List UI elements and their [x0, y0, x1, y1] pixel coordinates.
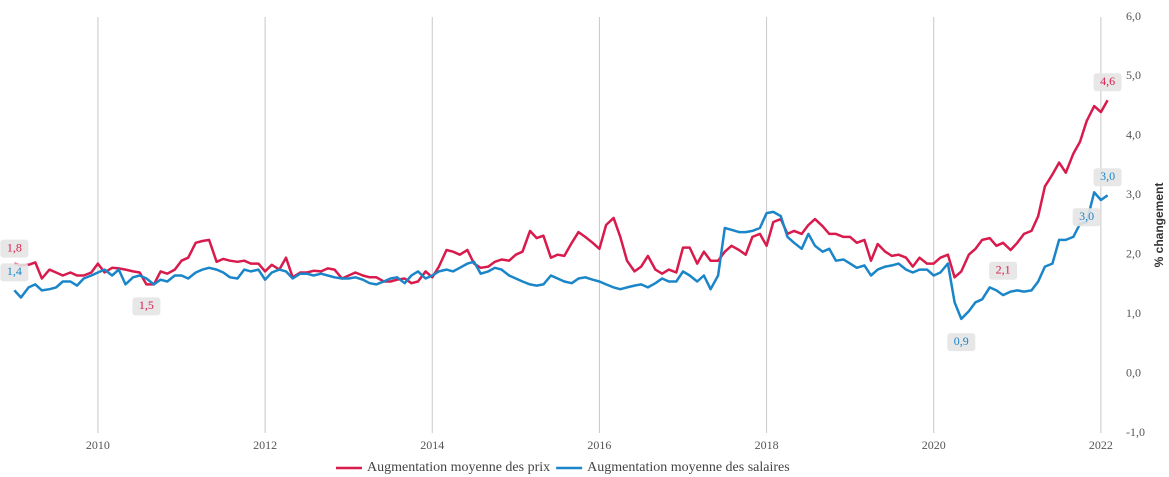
- data-label: 0,9: [947, 333, 976, 352]
- data-label-box: [1093, 73, 1122, 92]
- y-tick-label: 0,0: [1126, 365, 1141, 379]
- data-label: 1,4: [0, 263, 29, 282]
- series-line: [13, 191, 1109, 321]
- data-label-text: 3,0: [1079, 209, 1094, 223]
- data-label-box: [1093, 168, 1122, 187]
- data-label: 1,5: [132, 297, 161, 316]
- x-tick-label: 2010: [86, 438, 110, 452]
- legend-label: Augmentation moyenne des salaires: [587, 460, 790, 475]
- data-label-text: 1,8: [7, 240, 22, 254]
- data-label-box: [132, 297, 161, 316]
- data-label-box: [0, 263, 29, 282]
- x-tick-label: 2016: [587, 438, 611, 452]
- series-line: [14, 99, 1109, 286]
- y-tick-label: -1,0: [1126, 425, 1145, 439]
- data-label-box: [1072, 208, 1101, 227]
- y-tick-label: 2,0: [1126, 246, 1141, 260]
- x-tick-label: 2014: [420, 438, 444, 452]
- data-label-text: 1,4: [7, 264, 22, 278]
- data-label-text: 4,6: [1100, 74, 1115, 88]
- x-tick-label: 2018: [755, 438, 779, 452]
- y-axis-title: % changement: [1152, 183, 1166, 268]
- data-label-text: 0,9: [954, 334, 969, 348]
- data-label: 4,6: [1093, 73, 1122, 92]
- data-label-text: 1,5: [139, 298, 154, 312]
- data-label-text: 3,0: [1100, 169, 1115, 183]
- legend-label: Augmentation moyenne des prix: [367, 460, 550, 475]
- data-label: 1,8: [0, 239, 29, 258]
- x-tick-label: 2020: [922, 438, 946, 452]
- y-tick-label: 5,0: [1126, 68, 1141, 82]
- y-tick-label: 6,0: [1126, 9, 1141, 23]
- data-label-box: [947, 333, 976, 352]
- data-label: 3,0: [1093, 168, 1122, 187]
- data-label: 3,0: [1072, 208, 1101, 227]
- x-tick-label: 2022: [1089, 438, 1113, 452]
- y-tick-label: 1,0: [1126, 306, 1141, 320]
- data-label: 2,1: [989, 261, 1018, 280]
- data-label-box: [989, 261, 1018, 280]
- y-tick-label: 3,0: [1126, 187, 1141, 201]
- y-tick-label: 4,0: [1126, 128, 1141, 142]
- data-label-box: [0, 239, 29, 258]
- x-tick-label: 2012: [253, 438, 277, 452]
- data-label-text: 2,1: [996, 263, 1011, 277]
